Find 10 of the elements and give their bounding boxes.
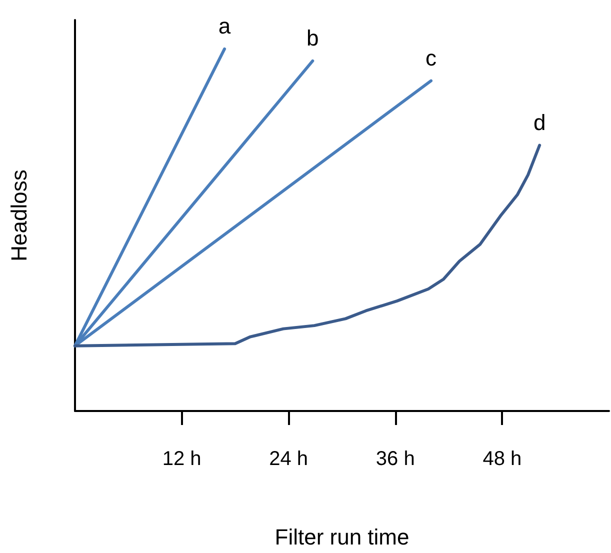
x-tick-label: 12 h	[162, 448, 202, 470]
series-label: a	[218, 13, 232, 38]
x-tick-label: 48 h	[482, 448, 522, 470]
y-axis-title: Headloss	[6, 170, 32, 262]
x-tick-label: 36 h	[376, 448, 415, 470]
x-axis-title: Filter run time	[274, 524, 410, 550]
x-tick-label: 24 h	[269, 448, 308, 470]
series-label: d	[533, 110, 546, 135]
series-label: b	[306, 25, 319, 50]
series-label: c	[426, 45, 436, 70]
